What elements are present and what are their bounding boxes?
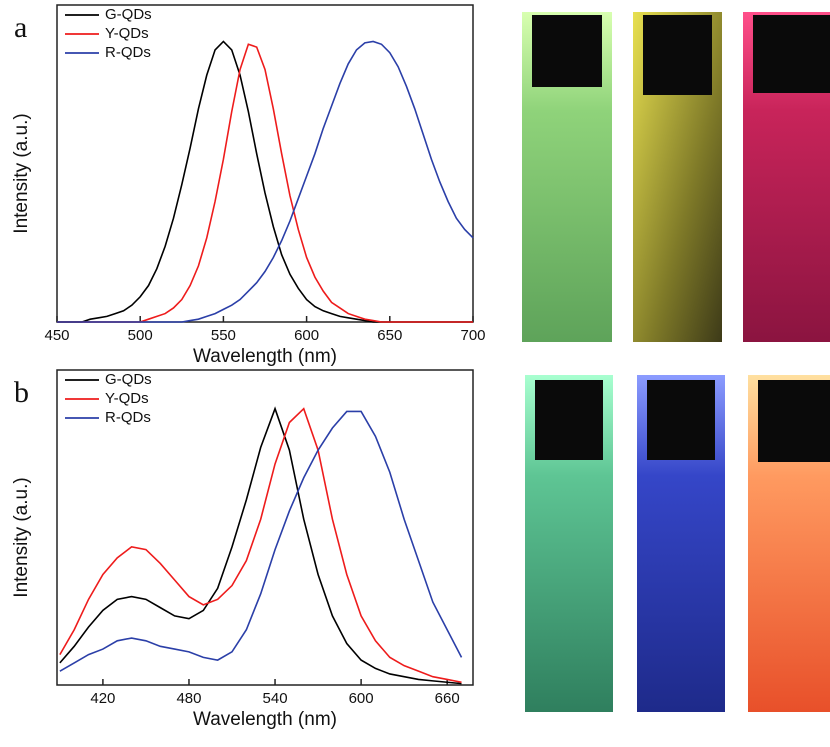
series-line xyxy=(57,40,474,323)
series-line xyxy=(57,43,473,323)
x-tick-label: 550 xyxy=(211,327,236,344)
legend-label: Y-QDs xyxy=(105,25,149,42)
cuvette-top xyxy=(753,15,830,93)
series-line xyxy=(59,410,463,672)
x-axis-label: Wavelength (nm) xyxy=(193,709,337,730)
cuvette-top xyxy=(532,15,602,87)
x-tick-label: 540 xyxy=(263,690,288,707)
x-tick-label: 600 xyxy=(349,690,374,707)
plot-frame xyxy=(56,4,474,323)
series-line xyxy=(59,406,462,685)
y-axis-label: Intensity (a.u.) xyxy=(11,477,32,597)
y-axis-label: Intensity (a.u.) xyxy=(11,113,32,233)
cuvette-top xyxy=(758,380,830,462)
panel-label: a xyxy=(14,11,27,44)
x-tick-label: 450 xyxy=(44,327,69,344)
cuvette-top xyxy=(535,380,603,460)
legend-label: R-QDs xyxy=(105,44,151,61)
plot-frame xyxy=(56,369,474,686)
x-tick-label: 650 xyxy=(377,327,402,344)
x-tick-label: 480 xyxy=(176,690,201,707)
legend-label: R-QDs xyxy=(105,409,151,426)
panel-label: b xyxy=(14,376,29,409)
x-tick-label: 500 xyxy=(128,327,153,344)
x-tick-label: 420 xyxy=(90,690,115,707)
legend-label: G-QDs xyxy=(105,6,152,23)
x-tick-label: 660 xyxy=(435,690,460,707)
cuvette-photos xyxy=(522,12,830,712)
x-tick-label: 600 xyxy=(294,327,319,344)
series-line xyxy=(57,40,473,323)
x-axis-label: Wavelength (nm) xyxy=(193,346,337,367)
x-tick-label: 700 xyxy=(460,327,485,344)
legend-label: G-QDs xyxy=(105,371,152,388)
series-line xyxy=(59,407,462,684)
cuvette-top xyxy=(647,380,715,460)
legend-label: Y-QDs xyxy=(105,390,149,407)
cuvette-top xyxy=(643,15,712,95)
